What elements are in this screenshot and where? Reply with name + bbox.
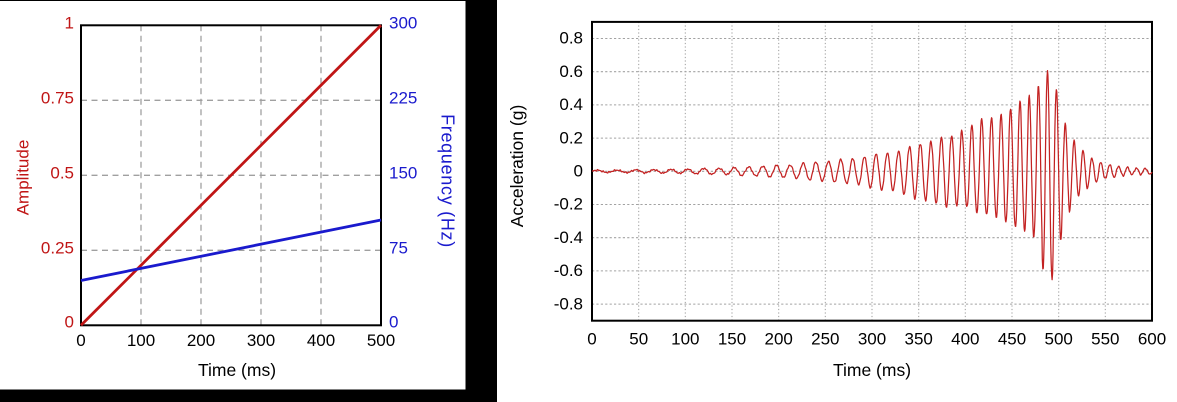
svg-text:50: 50 — [629, 330, 648, 349]
svg-text:0.2: 0.2 — [559, 128, 583, 147]
svg-text:400: 400 — [307, 331, 335, 350]
svg-text:0: 0 — [574, 162, 583, 181]
svg-text:0.5: 0.5 — [50, 164, 74, 183]
svg-text:500: 500 — [1045, 330, 1073, 349]
svg-text:Frequency (Hz): Frequency (Hz) — [438, 114, 458, 248]
svg-text:550: 550 — [1091, 330, 1119, 349]
svg-text:300: 300 — [389, 14, 417, 33]
svg-text:225: 225 — [389, 89, 417, 108]
svg-text:0.6: 0.6 — [559, 62, 583, 81]
svg-text:Amplitude: Amplitude — [14, 140, 33, 216]
svg-text:350: 350 — [905, 330, 933, 349]
svg-text:Acceleration (g): Acceleration (g) — [507, 105, 527, 228]
svg-text:0: 0 — [587, 330, 596, 349]
svg-text:0: 0 — [65, 313, 74, 332]
svg-text:200: 200 — [765, 330, 793, 349]
svg-text:0.8: 0.8 — [559, 29, 583, 48]
svg-text:0.4: 0.4 — [559, 95, 583, 114]
svg-text:-0.6: -0.6 — [554, 261, 583, 280]
svg-text:Time (ms): Time (ms) — [198, 360, 276, 380]
svg-text:-0.4: -0.4 — [554, 228, 583, 247]
svg-text:75: 75 — [389, 239, 408, 258]
svg-text:300: 300 — [858, 330, 886, 349]
svg-text:450: 450 — [998, 330, 1026, 349]
svg-text:0: 0 — [76, 331, 85, 350]
svg-text:100: 100 — [671, 330, 699, 349]
svg-text:100: 100 — [127, 331, 155, 350]
svg-text:0.25: 0.25 — [41, 239, 74, 258]
svg-text:500: 500 — [367, 331, 395, 350]
svg-text:150: 150 — [718, 330, 746, 349]
svg-text:200: 200 — [187, 331, 215, 350]
svg-text:-0.8: -0.8 — [554, 294, 583, 313]
svg-text:400: 400 — [951, 330, 979, 349]
svg-text:0: 0 — [389, 313, 398, 332]
svg-text:600: 600 — [1138, 330, 1166, 349]
svg-text:300: 300 — [247, 331, 275, 350]
svg-text:250: 250 — [811, 330, 839, 349]
svg-text:150: 150 — [389, 164, 417, 183]
svg-text:1: 1 — [65, 14, 74, 33]
svg-text:-0.2: -0.2 — [554, 195, 583, 214]
svg-text:Time (ms): Time (ms) — [833, 360, 911, 380]
svg-text:0.75: 0.75 — [41, 89, 74, 108]
